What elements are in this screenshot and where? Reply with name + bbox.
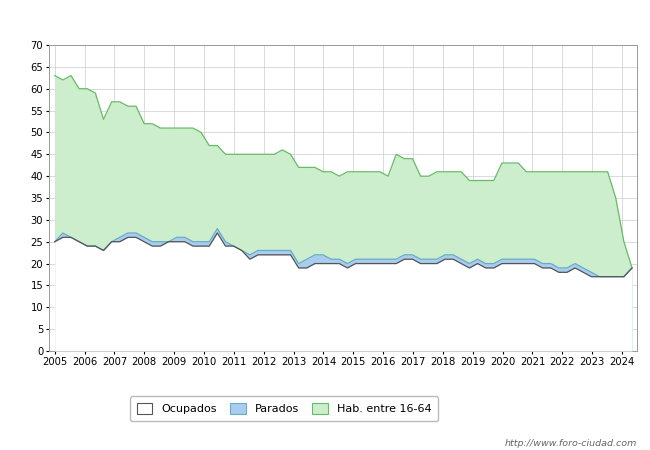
Legend: Ocupados, Parados, Hab. entre 16-64: Ocupados, Parados, Hab. entre 16-64: [130, 396, 438, 421]
Text: Valluércanes - Evolucion de la poblacion en edad de Trabajar Mayo de 2024: Valluércanes - Evolucion de la poblacion…: [83, 12, 567, 25]
Text: http://www.foro-ciudad.com: http://www.foro-ciudad.com: [504, 439, 637, 448]
